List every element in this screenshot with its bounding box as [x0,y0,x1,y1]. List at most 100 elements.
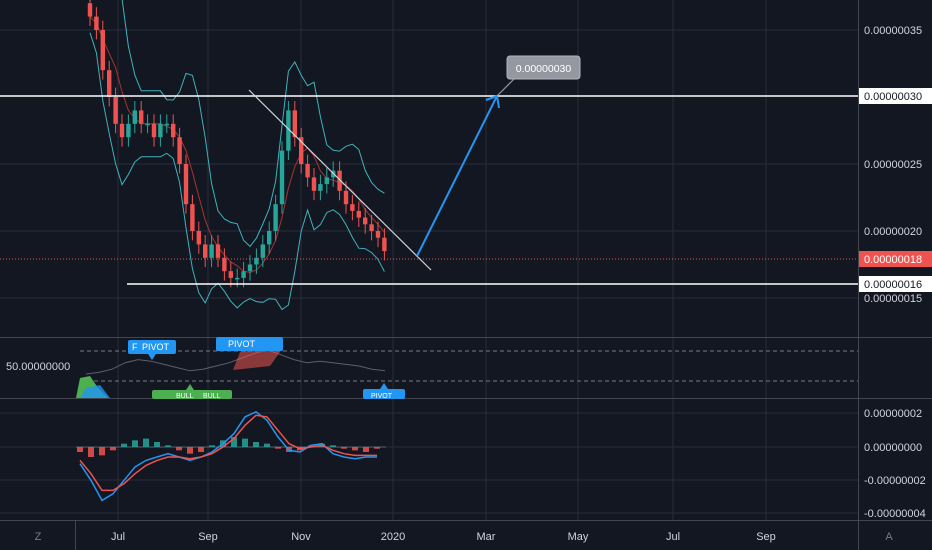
target-label: 0.00000030 [516,63,572,75]
macd-bar [330,445,336,447]
candle[interactable] [228,261,233,288]
macd-bar [88,447,94,458]
candle[interactable] [343,181,349,214]
candle[interactable] [151,114,157,147]
macd-bar [165,445,171,447]
target-callout[interactable]: 0.00000030 [496,55,581,97]
candle-body [318,184,323,191]
candle[interactable] [94,7,99,40]
candle-body [292,110,297,138]
candle-body [100,30,105,71]
candle[interactable] [126,114,131,147]
time-axis[interactable]: Jul Sep Nov 2020 Mar May Jul Sep [111,531,776,543]
candle[interactable] [369,214,374,241]
macd-bar [231,436,237,447]
candle[interactable] [215,235,221,268]
macd-bar [121,443,127,447]
price-tick-25: 0.00000025 [864,159,922,171]
price-tick-20: 0.00000020 [864,226,922,238]
candle[interactable] [158,114,163,147]
candle[interactable] [177,127,182,174]
candle-body [324,177,329,185]
macd-bar [352,447,358,451]
candle-body [356,210,361,218]
macd-bar [176,447,182,451]
candle[interactable] [203,235,208,268]
candle[interactable] [305,154,310,187]
candle-body [286,110,291,151]
candle[interactable] [196,221,201,254]
price-axis[interactable]: 0.00000035 0.00000025 0.00000020 0.00000… [864,25,922,305]
candle[interactable] [100,20,105,80]
candle[interactable] [311,168,317,201]
macd-bar [187,447,193,454]
zoom-button[interactable]: Z [35,531,42,543]
candle[interactable] [222,248,227,281]
candle[interactable] [279,141,285,214]
candle-body [279,150,285,205]
candle-body [87,3,93,17]
candle[interactable] [267,221,272,254]
candle[interactable] [292,101,297,147]
auto-scale-button[interactable]: A [885,531,893,543]
pivot-label-3: PIVOT [371,393,393,400]
price-label-16: 0.00000016 [859,276,932,292]
price-tick-35: 0.00000035 [864,25,922,37]
candle[interactable] [132,101,137,134]
candle[interactable] [356,201,361,227]
macd-tick-2: -0.00000002 [864,475,926,487]
candle-body [260,244,265,258]
candle[interactable] [119,114,125,147]
pivot-fragment: F [132,342,138,352]
candle[interactable] [164,114,169,134]
time-label-jul: Jul [111,531,125,543]
bear-fill-left [80,385,110,398]
macd-bar [154,441,160,447]
candle-body [363,217,368,225]
candle[interactable] [113,87,118,134]
candle[interactable] [375,221,381,248]
candle[interactable] [183,154,189,214]
candle-body [343,190,349,205]
candle[interactable] [241,261,246,288]
candle[interactable] [318,174,323,201]
macd-bar [341,447,347,449]
current-price-text: 0.00000018 [864,254,922,266]
candle[interactable] [145,114,150,134]
macd-bar [110,447,116,451]
macd-axis[interactable]: 0.00000002 0.00000000 -0.00000002 -0.000… [864,408,926,520]
candle[interactable] [171,114,176,147]
bull-label-1: BULL [176,393,194,400]
time-label-jul-2: Jul [666,531,680,543]
candle[interactable] [190,194,195,241]
time-label-nov: Nov [291,531,311,543]
candle-body [228,271,233,278]
macd-tick-0: 0.00000002 [864,408,922,420]
candle[interactable] [139,101,144,134]
time-label-2020: 2020 [381,531,405,543]
candle[interactable] [363,208,368,234]
candle-body [299,137,304,164]
candle[interactable] [260,235,265,268]
candle[interactable] [286,101,291,160]
candle[interactable] [254,248,259,274]
candle-body [196,231,201,245]
candle[interactable] [299,127,304,174]
candle[interactable] [107,60,112,107]
macd-bar [253,441,259,447]
candle-body [241,271,246,278]
candle[interactable] [273,194,278,241]
candle-body [132,110,137,124]
candle[interactable] [382,228,387,261]
candlesticks[interactable] [87,0,387,288]
candle[interactable] [87,0,93,26]
candle[interactable] [337,161,342,201]
downtrend-line[interactable] [248,89,432,271]
time-label-mar: Mar [477,531,496,543]
candle[interactable] [209,235,214,268]
candle[interactable] [350,194,355,221]
candle[interactable] [324,168,329,194]
candle-body [203,244,208,258]
macd-bar [275,447,281,449]
